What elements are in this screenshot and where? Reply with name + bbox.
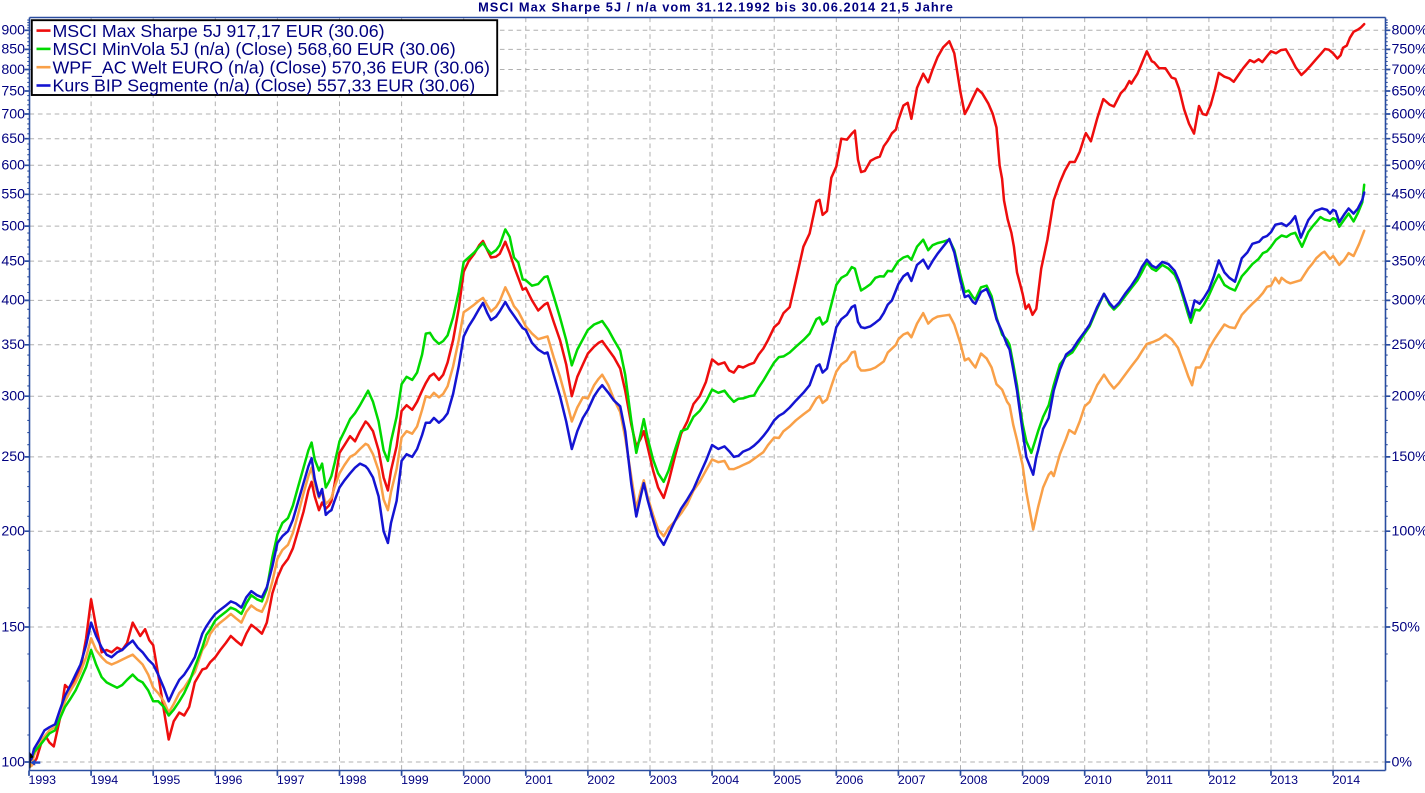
svg-text:900: 900	[1, 23, 25, 39]
svg-text:550%: 550%	[1392, 131, 1425, 147]
svg-text:650: 650	[1, 131, 25, 147]
svg-text:2003: 2003	[650, 773, 678, 787]
svg-text:800: 800	[1, 62, 25, 78]
svg-text:Kurs BIP Segmente (n/a) (Close: Kurs BIP Segmente (n/a) (Close) 557,33 E…	[53, 76, 476, 96]
svg-text:750%: 750%	[1392, 42, 1425, 58]
svg-text:550: 550	[1, 187, 25, 203]
svg-text:2014: 2014	[1333, 773, 1361, 787]
svg-text:350: 350	[1, 337, 25, 353]
svg-text:250%: 250%	[1392, 337, 1425, 353]
svg-text:2007: 2007	[898, 773, 926, 787]
svg-text:2001: 2001	[525, 773, 553, 787]
svg-text:600: 600	[1, 158, 25, 174]
svg-text:400: 400	[1, 293, 25, 309]
svg-text:2002: 2002	[587, 773, 615, 787]
svg-text:850: 850	[1, 42, 25, 58]
svg-text:500%: 500%	[1392, 158, 1425, 174]
svg-text:2013: 2013	[1271, 773, 1299, 787]
svg-text:0%: 0%	[1392, 754, 1413, 770]
svg-text:1995: 1995	[153, 773, 181, 787]
svg-text:150%: 150%	[1392, 449, 1425, 465]
svg-text:1996: 1996	[215, 773, 243, 787]
svg-text:MSCI Max Sharpe 5J / n/a vom 3: MSCI Max Sharpe 5J / n/a vom 31.12.1992 …	[478, 0, 954, 14]
svg-text:2011: 2011	[1146, 773, 1173, 787]
svg-text:100: 100	[1, 754, 25, 770]
svg-text:650%: 650%	[1392, 83, 1425, 99]
svg-text:2005: 2005	[774, 773, 802, 787]
svg-text:2009: 2009	[1022, 773, 1050, 787]
svg-text:700: 700	[1, 106, 25, 122]
svg-text:1993: 1993	[29, 773, 57, 787]
svg-text:150: 150	[1, 619, 25, 635]
svg-text:2012: 2012	[1208, 773, 1236, 787]
svg-text:2000: 2000	[463, 773, 491, 787]
svg-text:50%: 50%	[1392, 619, 1421, 635]
svg-text:300%: 300%	[1392, 293, 1425, 309]
svg-text:2010: 2010	[1084, 773, 1112, 787]
svg-text:2008: 2008	[960, 773, 988, 787]
svg-text:1998: 1998	[339, 773, 367, 787]
svg-text:200%: 200%	[1392, 389, 1425, 405]
svg-text:100%: 100%	[1392, 524, 1425, 540]
svg-text:200: 200	[1, 524, 25, 540]
svg-text:400%: 400%	[1392, 218, 1425, 234]
svg-text:1994: 1994	[91, 773, 119, 787]
svg-text:2004: 2004	[712, 773, 740, 787]
svg-text:300: 300	[1, 389, 25, 405]
svg-text:1999: 1999	[401, 773, 429, 787]
svg-text:MSCI MinVola 5J (n/a) (Close): MSCI MinVola 5J (n/a) (Close) 568,60 EUR…	[53, 39, 456, 59]
svg-text:450: 450	[1, 253, 25, 269]
svg-text:1997: 1997	[277, 773, 305, 787]
svg-text:600%: 600%	[1392, 106, 1425, 122]
svg-text:250: 250	[1, 449, 25, 465]
svg-text:450%: 450%	[1392, 187, 1425, 203]
svg-text:2006: 2006	[836, 773, 864, 787]
svg-text:350%: 350%	[1392, 253, 1425, 269]
svg-text:750: 750	[1, 83, 25, 99]
svg-text:500: 500	[1, 218, 25, 234]
svg-text:MSCI Max Sharpe 5J 917,17 EUR: MSCI Max Sharpe 5J 917,17 EUR (30.06)	[53, 21, 385, 41]
svg-text:700%: 700%	[1392, 62, 1425, 78]
svg-text:800%: 800%	[1392, 23, 1425, 39]
